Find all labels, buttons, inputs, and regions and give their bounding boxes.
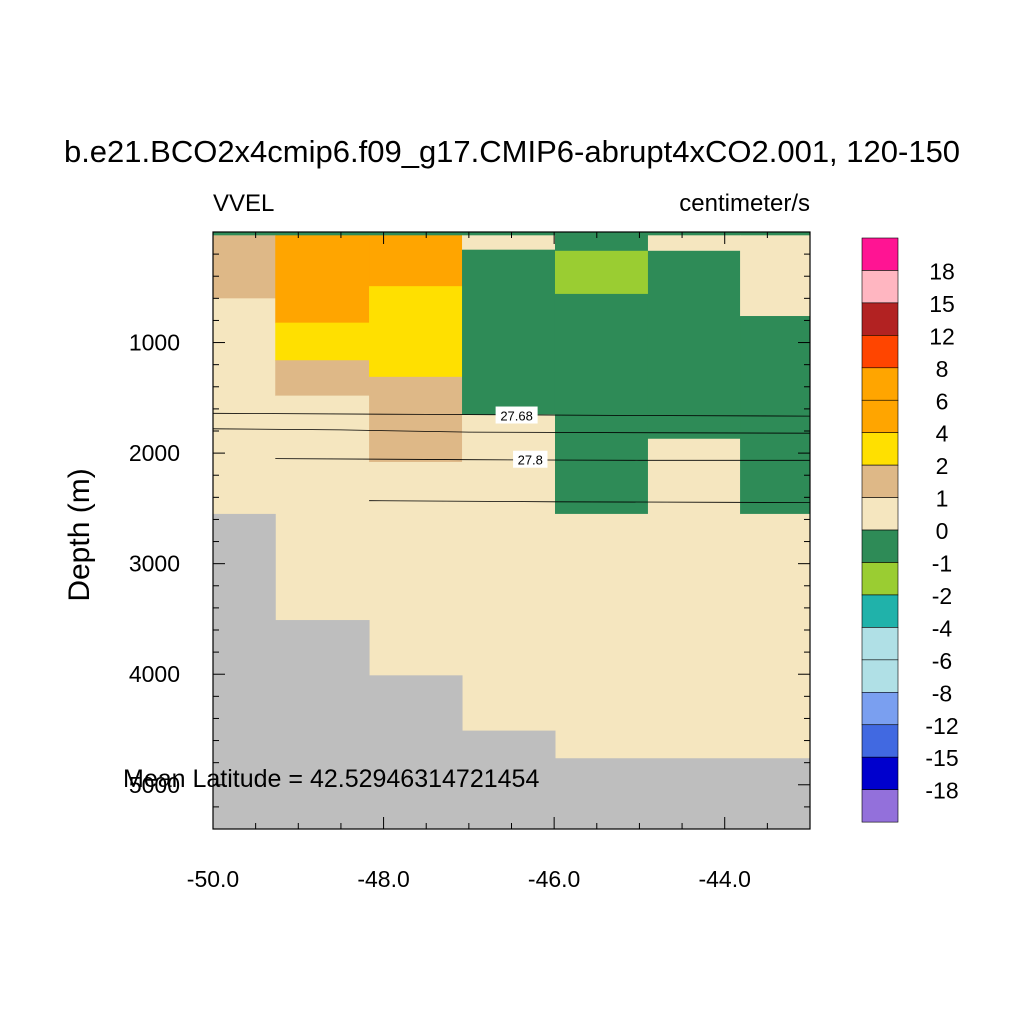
colorbar-label-8: 0: [936, 518, 949, 544]
colorbar-swatch-11: [861, 594, 899, 628]
colorbar-swatch-15: [861, 724, 899, 758]
land-cell-4: [554, 758, 811, 830]
density-contours: 27.68 27.8: [212, 406, 811, 503]
data-cell-4: [275, 322, 370, 361]
data-cell-9: [369, 376, 463, 463]
colorbar-label-12: -6: [932, 648, 952, 674]
land-cell-1: [275, 620, 370, 830]
data-cell-20: [647, 438, 741, 759]
data-cell-10: [369, 461, 463, 676]
colorbar-label-7: 1: [936, 486, 949, 512]
variable-label: VVEL: [213, 190, 275, 217]
colorbar-swatch-14: [861, 691, 899, 726]
data-cell-2: [213, 298, 276, 515]
colorbar-label-6: 2: [936, 453, 949, 479]
data-cell-18: [647, 235, 741, 252]
contour-label-bg-0: [495, 406, 538, 424]
y-tick-label-3: 4000: [129, 661, 180, 687]
colorbar-swatch-4: [861, 367, 899, 401]
x-tick-label-2: -46.0: [528, 866, 580, 892]
colorbar-label-4: 6: [936, 388, 949, 414]
x-tick-label-1: -48.0: [357, 866, 409, 892]
colorbar-swatch-7: [861, 464, 899, 498]
land-cell-2: [369, 675, 463, 830]
units-label: centimeter/s: [679, 190, 810, 217]
colorbar-swatch-9: [861, 529, 899, 563]
data-cell-22: [740, 316, 811, 515]
colorbar-swatch-0: [861, 237, 899, 271]
data-cell-16: [554, 293, 649, 515]
contour-label-bg-2: [513, 450, 548, 468]
contour-line-3: [369, 500, 811, 503]
land-mask: [213, 513, 811, 830]
y-tick-label-0: 1000: [129, 330, 180, 356]
colorbar-swatch-2: [861, 302, 899, 336]
data-cell-23: [740, 513, 811, 759]
colorbar-swatch-6: [861, 432, 899, 466]
colorbar-label-5: 4: [936, 421, 949, 447]
contour-label-2: 27.8: [518, 453, 543, 468]
colorbar-label-16: -18: [925, 778, 958, 804]
x-tick-label-0: -50.0: [187, 866, 239, 892]
colorbar-swatch-1: [861, 270, 899, 304]
y-tick-label-2: 3000: [129, 551, 180, 577]
land-cell-3: [462, 730, 556, 830]
colorbar-label-9: -1: [932, 551, 952, 577]
data-cell-6: [275, 395, 370, 621]
y-tick-label-1: 2000: [129, 440, 180, 466]
data-cell-11: [462, 235, 556, 251]
colorbar-label-14: -12: [925, 713, 958, 739]
land-cell-0: [213, 513, 276, 830]
data-cell-17: [554, 513, 649, 759]
data-cell-14: [554, 235, 649, 252]
colorbar-label-3: 8: [936, 356, 949, 382]
colorbar-label-0: 18: [929, 258, 955, 284]
data-cell-7: [369, 235, 463, 287]
y-tick-label-4: 5000: [129, 772, 180, 798]
data-cell-8: [369, 286, 463, 378]
colorbar-swatch-13: [861, 659, 899, 693]
plot-frame: [212, 231, 811, 830]
colorbar-label-11: -4: [932, 615, 953, 641]
contour-line-1: [212, 428, 811, 434]
colorbar: 18 15 12 8 6 4 2 1 0 -1 -2 -4 -6 -8 -12 -15 -18: [861, 237, 959, 823]
axis-ticks: -50.0 -48.0 -46.0 -44.0 1000 2000 3000 4000 5000: [129, 232, 811, 892]
colorbar-swatch-10: [861, 562, 899, 596]
data-cell-19: [647, 250, 741, 440]
chart-title: b.e21.BCO2x4cmip6.f09_g17.CMIP6-abrupt4x…: [63, 134, 961, 169]
data-cell-15: [554, 250, 649, 295]
contour-line-2: [275, 458, 810, 461]
colorbar-swatch-8: [861, 497, 899, 531]
colorbar-swatch-12: [861, 627, 899, 661]
colorbar-label-15: -15: [925, 745, 958, 771]
colorbar-label-1: 15: [929, 291, 955, 317]
colorbar-swatch-3: [861, 335, 899, 369]
x-tick-label-3: -44.0: [698, 866, 750, 892]
data-cell-12: [462, 249, 556, 415]
colorbar-label-2: 12: [929, 323, 955, 349]
data-cell-3: [275, 235, 370, 324]
colorbar-label-13: -8: [932, 680, 952, 706]
colorbar-swatch-16: [861, 756, 899, 790]
colorbar-swatch-17: [861, 789, 899, 823]
mean-latitude-annotation: Mean Latitude = 42.52946314721454: [123, 765, 540, 793]
contour-label-0: 27.68: [500, 409, 533, 424]
colorbar-swatch-5: [861, 399, 899, 434]
colorbar-label-10: -2: [932, 583, 952, 609]
data-cell-5: [275, 360, 370, 397]
data-cell-1: [213, 235, 276, 299]
data-cell-21: [740, 235, 811, 317]
